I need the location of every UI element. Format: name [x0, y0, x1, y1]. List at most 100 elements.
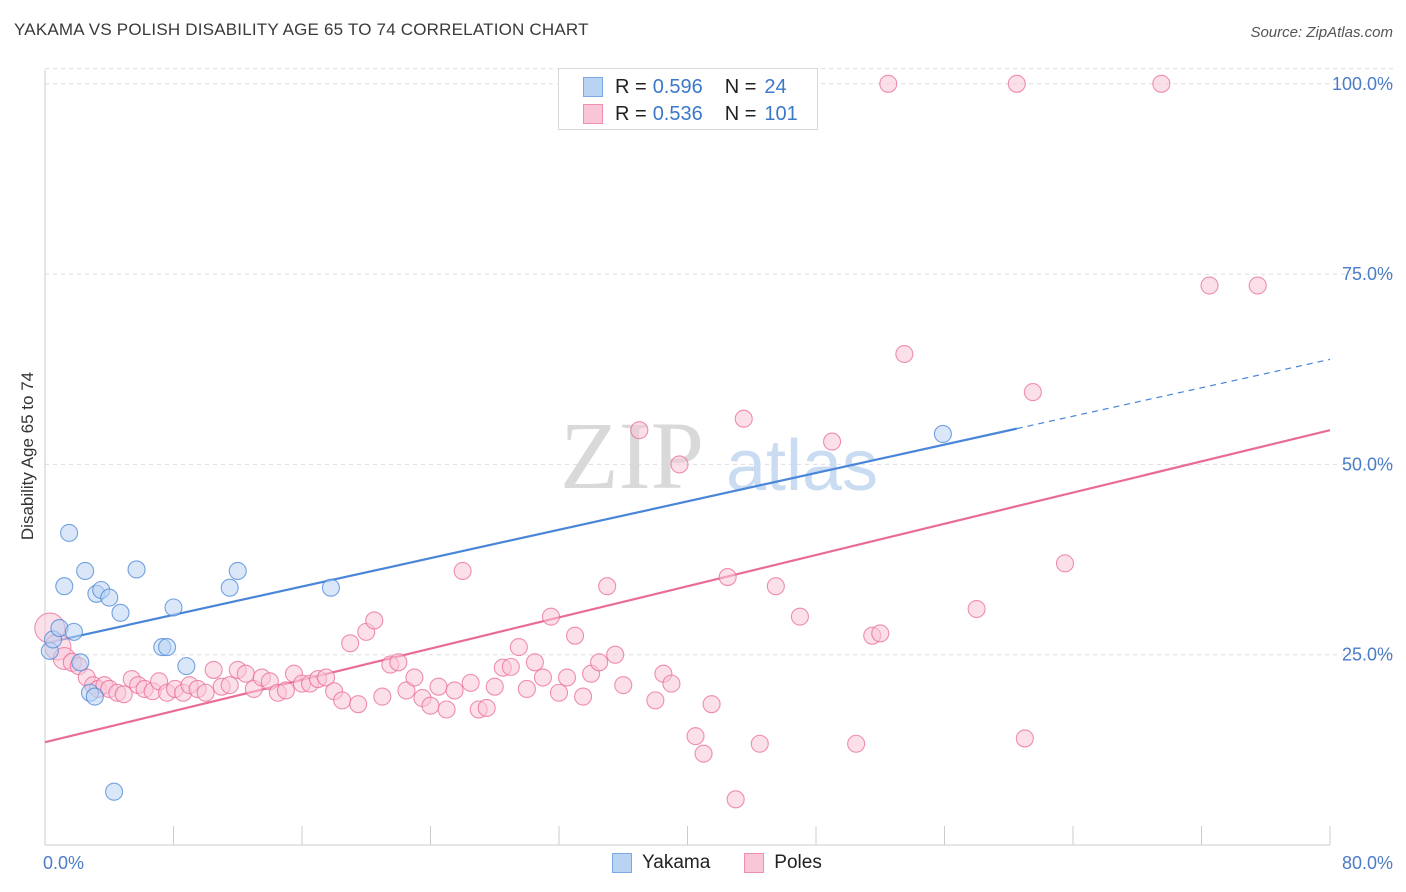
point-yakama — [933, 424, 952, 444]
point-poles — [196, 683, 215, 702]
trend-line-yakama — [44, 427, 1018, 645]
legend-r-label: R = — [615, 102, 647, 125]
point-poles — [429, 677, 448, 696]
y-tick-label: 25.0% — [1342, 645, 1393, 665]
bottom-legend-label: Yakama — [642, 852, 711, 873]
point-poles — [750, 734, 769, 753]
point-yakama — [127, 560, 146, 579]
point-poles — [461, 673, 480, 692]
point-yakama — [60, 523, 79, 542]
point-poles — [847, 734, 866, 753]
point-yakama — [85, 687, 104, 706]
point-poles — [453, 561, 472, 581]
y-tick-label: 75.0% — [1342, 264, 1393, 284]
point-poles — [445, 681, 464, 700]
point-poles — [726, 790, 745, 809]
point-poles — [509, 638, 528, 657]
point-poles — [646, 691, 665, 710]
legend-n-label: N = — [724, 102, 757, 125]
legend-r-value: 0.596 — [652, 75, 703, 98]
point-poles — [236, 664, 255, 683]
legend-row-yakama: R = 0.596 N = 24 — [583, 74, 787, 100]
point-poles — [317, 668, 336, 687]
point-poles — [389, 653, 408, 672]
point-poles — [541, 607, 561, 626]
legend-n-value: 101 — [764, 102, 798, 125]
point-yakama — [105, 782, 124, 801]
point-yakama — [228, 561, 247, 581]
bottom-legend: Yakama Poles — [612, 852, 856, 874]
point-poles — [823, 432, 842, 451]
point-yakama — [321, 578, 340, 597]
watermark-atlas: atlas — [726, 426, 878, 506]
point-poles — [630, 421, 649, 440]
point-poles — [397, 681, 416, 700]
point-yakama — [71, 653, 90, 672]
point-poles — [606, 645, 625, 664]
point-poles — [276, 681, 295, 700]
point-poles — [662, 674, 681, 693]
point-poles — [365, 611, 384, 630]
watermark: ZIP atlas — [560, 402, 878, 509]
data-points — [34, 74, 1267, 809]
point-poles — [333, 691, 352, 710]
point-yakama — [64, 622, 83, 641]
point-poles — [871, 624, 890, 643]
point-poles — [670, 455, 689, 474]
legend: R = 0.596 N = 24 R = 0.536 N = 101 — [558, 68, 818, 130]
y-axis-label: Disability Age 65 to 74 — [18, 372, 37, 540]
point-poles — [694, 744, 713, 763]
point-poles — [517, 679, 536, 699]
point-poles — [718, 568, 737, 587]
point-poles — [1055, 554, 1075, 573]
bottom-legend-swatch-yakama — [612, 853, 632, 873]
point-yakama — [164, 598, 183, 617]
legend-r-label: R = — [615, 75, 647, 98]
point-poles — [566, 626, 585, 645]
tick-labels: 25.0% 50.0% 75.0% 100.0% 0.0% 80.0% — [43, 74, 1393, 873]
point-poles — [204, 660, 223, 679]
point-poles — [598, 577, 617, 596]
legend-row-poles: R = 0.536 N = 101 — [583, 101, 798, 127]
point-poles — [405, 668, 424, 687]
point-poles — [501, 657, 520, 676]
point-poles — [549, 683, 569, 702]
point-poles — [1015, 729, 1034, 748]
point-poles — [477, 698, 496, 718]
point-poles — [766, 577, 785, 596]
legend-swatch-poles — [583, 104, 603, 124]
axes — [44, 70, 1331, 846]
point-poles — [614, 676, 633, 695]
point-poles — [525, 653, 544, 672]
legend-r-value: 0.536 — [652, 102, 703, 125]
point-poles — [895, 344, 914, 364]
point-poles — [1007, 74, 1026, 93]
point-poles — [114, 685, 133, 704]
point-poles — [790, 607, 809, 626]
watermark-zip: ZIP — [560, 402, 704, 509]
chart-title: YAKAMA VS POLISH DISABILITY AGE 65 TO 74… — [14, 20, 589, 39]
y-tick-label: 50.0% — [1342, 454, 1393, 474]
point-poles — [1200, 276, 1219, 295]
point-poles — [557, 668, 577, 687]
bottom-legend-yakama[interactable]: Yakama — [612, 852, 710, 874]
point-poles — [967, 599, 986, 619]
source-label: Source: ZipAtlas.com — [1250, 24, 1393, 41]
bottom-legend-poles[interactable]: Poles — [744, 852, 822, 874]
point-poles — [349, 695, 368, 714]
legend-n-label: N = — [724, 75, 757, 98]
grid-lines — [45, 68, 1395, 656]
y-tick-label: 100.0% — [1332, 74, 1393, 94]
point-poles — [421, 696, 440, 715]
legend-n-value: 24 — [764, 75, 787, 98]
point-poles — [533, 668, 552, 687]
bottom-legend-swatch-poles — [744, 853, 765, 873]
point-yakama — [111, 603, 130, 622]
point-yakama — [220, 578, 239, 597]
point-poles — [1152, 74, 1171, 93]
point-poles — [686, 727, 705, 746]
point-poles — [485, 677, 504, 696]
point-poles — [734, 409, 753, 428]
point-poles — [574, 687, 593, 706]
point-yakama — [158, 638, 177, 657]
